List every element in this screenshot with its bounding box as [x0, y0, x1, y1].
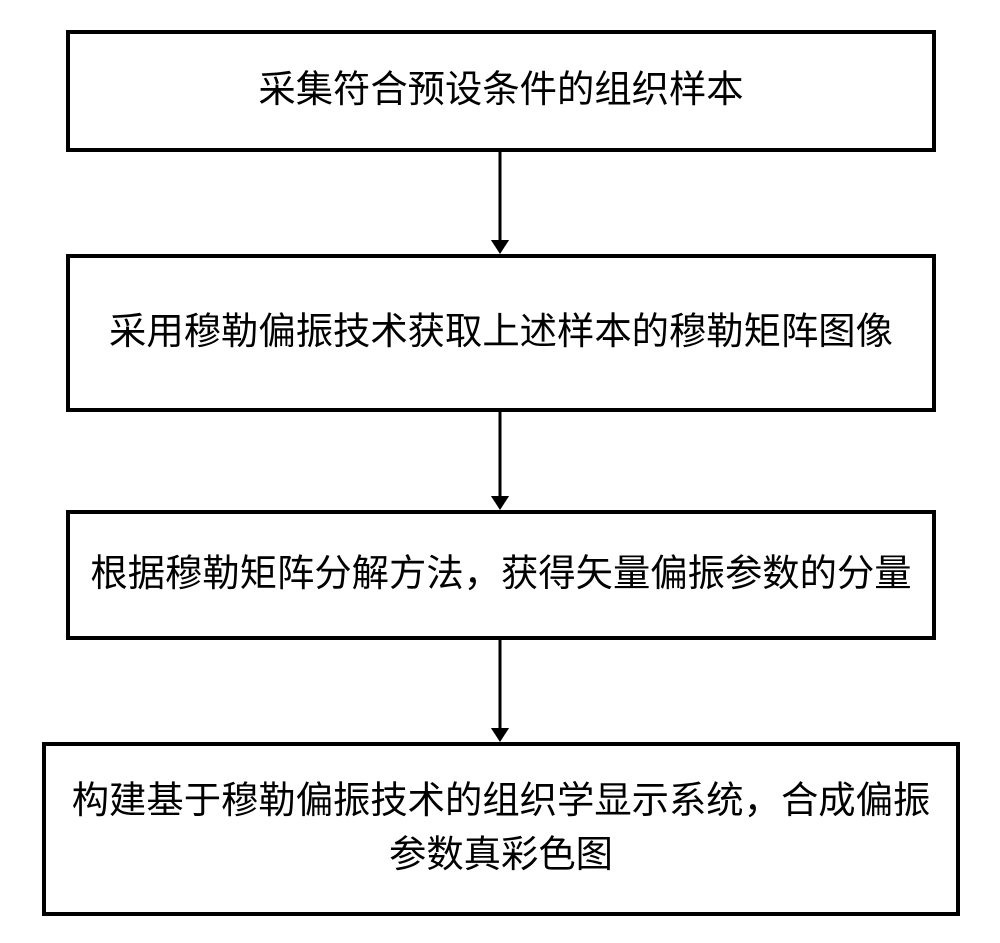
flow-node-n2: 采用穆勒偏振技术获取上述样本的穆勒矩阵图像	[66, 254, 936, 412]
flow-node-label: 采集符合预设条件的组织样本	[258, 64, 743, 118]
flow-node-label: 构建基于穆勒偏振技术的组织学显示系统，合成偏振参数真彩色图	[64, 775, 938, 883]
flow-node-n1: 采集符合预设条件的组织样本	[66, 30, 936, 152]
flow-arrow	[486, 412, 514, 510]
flow-node-label: 采用穆勒偏振技术获取上述样本的穆勒矩阵图像	[109, 306, 893, 360]
flow-node-n3: 根据穆勒矩阵分解方法，获得矢量偏振参数的分量	[66, 510, 936, 640]
flow-arrow	[486, 152, 514, 254]
flow-arrow	[486, 640, 514, 742]
flowchart-canvas: 采集符合预设条件的组织样本采用穆勒偏振技术获取上述样本的穆勒矩阵图像根据穆勒矩阵…	[0, 0, 1000, 943]
flow-node-label: 根据穆勒矩阵分解方法，获得矢量偏振参数的分量	[90, 548, 911, 602]
flow-node-n4: 构建基于穆勒偏振技术的组织学显示系统，合成偏振参数真彩色图	[42, 742, 960, 916]
